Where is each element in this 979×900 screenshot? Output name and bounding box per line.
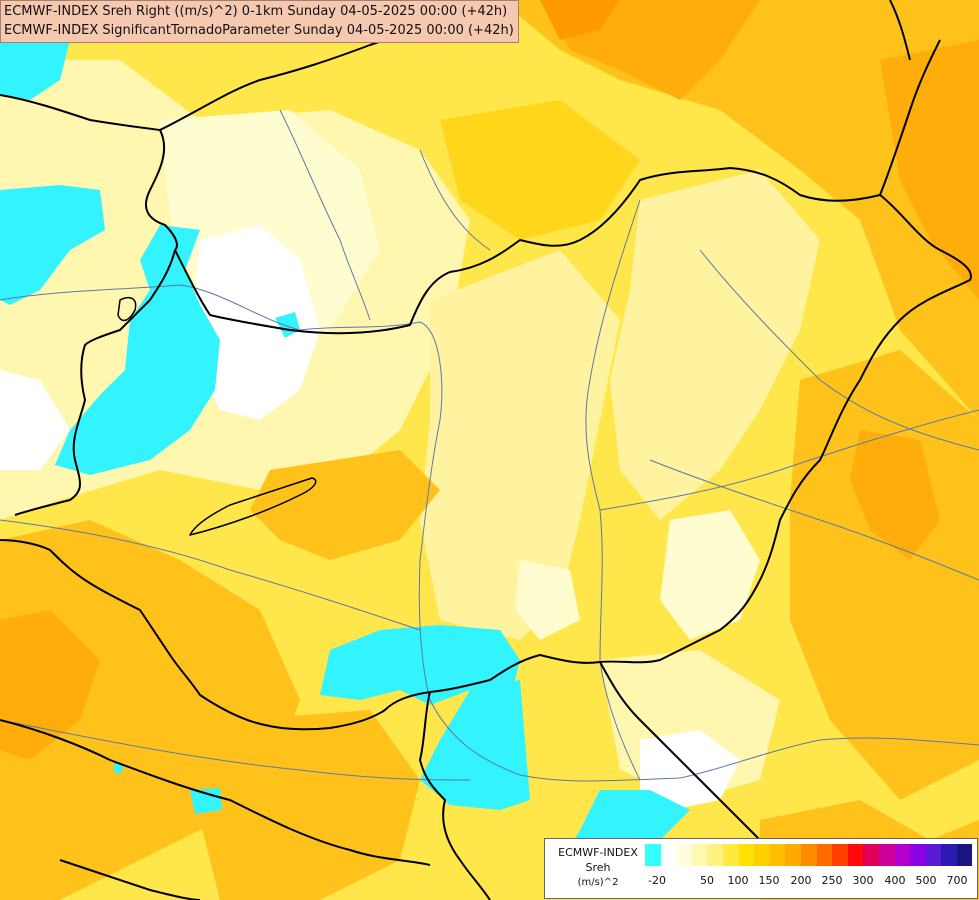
legend-swatch (800, 844, 817, 866)
border-small-lake (117, 297, 137, 322)
legend-tick-label: 100 (727, 874, 749, 887)
river-drava (0, 519, 421, 631)
field-orange-east (790, 350, 979, 800)
legend-swatch (707, 844, 723, 866)
field-cyan-south (420, 680, 530, 810)
legend-swatch (785, 844, 801, 866)
legend-tick-label: 250 (821, 874, 843, 887)
field-cyan-west (0, 185, 105, 305)
legend-swatch (660, 844, 677, 866)
legend-param: Sreh (585, 861, 611, 874)
legend-unit: (m/s)^2 (577, 877, 619, 888)
field-orange-center-band (250, 450, 440, 560)
legend-swatch (832, 844, 848, 866)
legend-ticks: -20 50 100 150 200 250 300 400 500 700 (645, 874, 975, 890)
border-romania-ukraine (879, 39, 941, 196)
field-pale-central (420, 250, 620, 640)
legend-swatch (925, 844, 942, 866)
field-white-southcentral (660, 510, 760, 640)
map-title-box: ECMWF-INDEX Sreh Right ((m/s)^2) 0-1km S… (0, 0, 519, 43)
border-croatia-bosnia (0, 719, 431, 866)
field-cyan-northwest (0, 40, 70, 100)
legend-swatch (894, 844, 911, 866)
border-serbia (419, 691, 491, 900)
border-south-west (59, 859, 201, 900)
legend-tick-label: 150 (758, 874, 780, 887)
legend-swatch (676, 844, 692, 866)
border-southeast (599, 661, 761, 841)
legend-tick-label: 400 (884, 874, 906, 887)
river-north-2 (419, 149, 491, 251)
river-north-1 (279, 109, 371, 321)
border-north (0, 94, 178, 251)
legend-swatch (769, 844, 786, 866)
legend-model: ECMWF-INDEX (558, 846, 638, 859)
legend-swatch (878, 844, 895, 866)
legend-tick-label: 500 (915, 874, 937, 887)
field-white-edge (0, 370, 70, 470)
river-east-1 (699, 249, 979, 451)
river-east-2 (649, 459, 979, 581)
river-south-east (679, 737, 979, 779)
border-north-east (889, 0, 911, 61)
color-legend: ECMWF-INDEX Sreh (m/s)^2 -20 50 100 150 200 2… (544, 838, 978, 899)
field-orange-ne-peak (540, 0, 620, 40)
legend-tick-label: 50 (700, 874, 714, 887)
legend-tick-label: 700 (946, 874, 968, 887)
legend-swatch (956, 844, 973, 866)
legend-swatch (910, 844, 926, 866)
field-yellow-deep-band (440, 100, 640, 240)
field-orange-southwest-deep (0, 610, 100, 760)
field-orange-east-deep2 (850, 430, 940, 560)
border-hungary (0, 167, 972, 731)
border-lake-balaton (189, 477, 317, 536)
title-line-stp: ECMWF-INDEX SignificantTornadoParameter … (4, 23, 514, 38)
border-austria-slovakia (14, 249, 176, 516)
river-sava (0, 719, 471, 781)
river-tisza (585, 199, 641, 781)
field-cyan-small-1 (275, 312, 300, 338)
legend-swatch (754, 844, 770, 866)
legend-swatch (722, 844, 739, 866)
legend-swatch (941, 844, 957, 866)
legend-swatch (816, 844, 833, 866)
title-line-sreh: ECMWF-INDEX Sreh Right ((m/s)^2) 0-1km S… (4, 4, 508, 19)
field-white-west (190, 225, 320, 420)
legend-swatch (691, 844, 708, 866)
legend-tick-label: 300 (852, 874, 874, 887)
field-orange-south (200, 710, 420, 900)
field-cyan-dot-1 (190, 788, 222, 814)
legend-swatches (645, 844, 973, 866)
legend-swatch (738, 844, 755, 866)
field-pale-east (610, 170, 820, 520)
field-orange-northeast (500, 0, 979, 420)
field-cyan-slovakia (55, 225, 220, 475)
legend-swatch (847, 844, 864, 866)
river-network (0, 109, 979, 782)
legend-title: ECMWF-INDEX Sreh (m/s)^2 (551, 845, 645, 890)
legend-tick-label: 200 (790, 874, 812, 887)
legend-swatch (645, 844, 661, 866)
legend-swatch (863, 844, 879, 866)
field-white-south (515, 560, 580, 640)
river-mures (599, 409, 979, 511)
river-danube (0, 284, 681, 782)
legend-tick-label: -20 (648, 874, 666, 887)
field-orange-east-deep (880, 40, 979, 300)
